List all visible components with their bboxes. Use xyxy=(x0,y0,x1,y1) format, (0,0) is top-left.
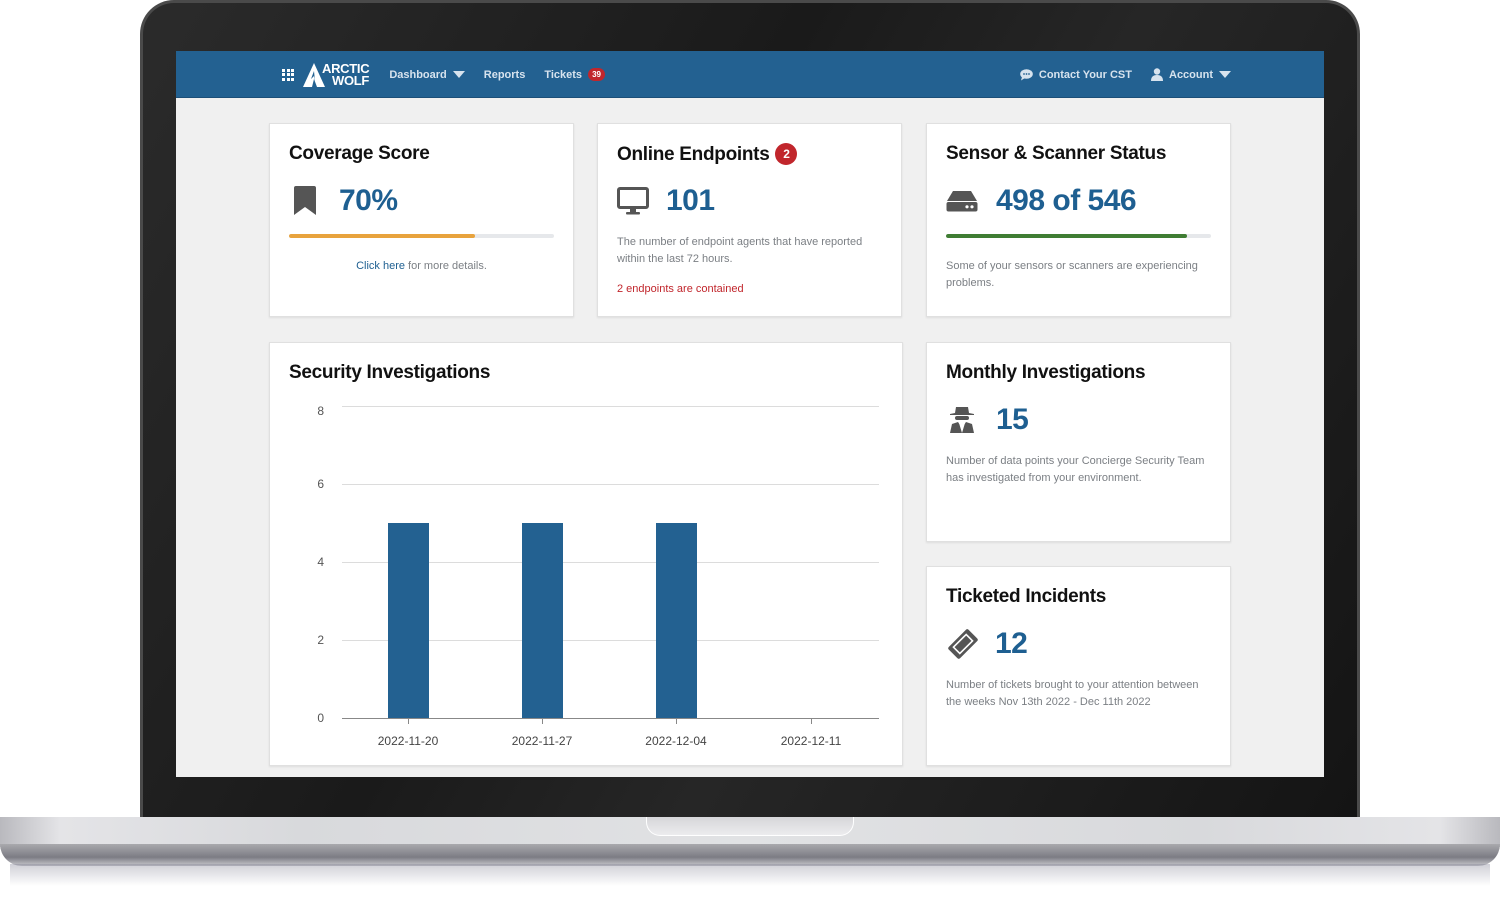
laptop-notch xyxy=(646,817,854,836)
chevron-down-icon xyxy=(1219,71,1231,78)
y-tick-6: 6 xyxy=(317,477,324,491)
sensors-value: 498 of 546 xyxy=(996,184,1137,217)
sensor-scanner-card: Sensor & Scanner Status 498 of 546 Some … xyxy=(926,123,1231,317)
x-axis xyxy=(342,718,879,719)
monitor-icon xyxy=(617,187,649,215)
endpoints-description: The number of endpoint agents that have … xyxy=(617,236,863,265)
monthly-description: Number of data points your Concierge Sec… xyxy=(946,455,1205,484)
coverage-score-card: Coverage Score 70% Click here for more d… xyxy=(269,123,574,317)
gridline xyxy=(342,562,879,563)
gridline xyxy=(342,406,879,407)
bar-2022-11-20[interactable] xyxy=(388,523,429,718)
endpoints-value: 101 xyxy=(666,184,715,217)
security-investigations-card: Security Investigations 8 6 4 2 0 2022-1… xyxy=(269,342,903,766)
gridline xyxy=(342,484,879,485)
chevron-down-icon xyxy=(452,71,465,78)
tickets-count-badge: 39 xyxy=(588,68,605,81)
click-here-link[interactable]: Click here xyxy=(356,260,405,272)
nav-dashboard[interactable]: Dashboard xyxy=(389,68,465,81)
y-tick-2: 2 xyxy=(317,633,324,647)
sensors-progress-fill xyxy=(946,234,1188,238)
ticketed-incidents-value: 12 xyxy=(995,627,1028,660)
top-navbar: ARCTIC WOLF Dashboard Reports Tickets 39 xyxy=(176,51,1324,98)
apps-grid-icon[interactable] xyxy=(282,68,294,81)
online-endpoints-card: Online Endpoints 2 101 The number of endp… xyxy=(597,123,902,317)
bar-2022-12-04[interactable] xyxy=(656,523,697,718)
card-title: Coverage Score xyxy=(289,143,430,164)
bar-2022-11-27[interactable] xyxy=(522,523,563,718)
screen: ARCTIC WOLF Dashboard Reports Tickets 39 xyxy=(176,51,1324,777)
logo-line1: ARCTIC xyxy=(322,60,370,76)
nav-reports[interactable]: Reports xyxy=(484,69,526,81)
server-icon xyxy=(946,191,978,212)
contained-endpoints-link[interactable]: 2 endpoints are contained xyxy=(617,283,744,295)
user-icon xyxy=(1151,68,1163,81)
laptop-base-bottom xyxy=(0,844,1500,866)
arctic-wolf-logo[interactable]: ARCTIC WOLF xyxy=(302,60,370,88)
y-tick-4: 4 xyxy=(317,555,324,569)
account-label: Account xyxy=(1169,68,1213,81)
monthly-investigations-value: 15 xyxy=(996,403,1029,436)
card-title: Ticketed Incidents xyxy=(946,586,1107,607)
x-label: 2022-12-11 xyxy=(780,734,842,748)
x-label: 2022-11-27 xyxy=(511,734,573,748)
laptop-shadow xyxy=(10,864,1490,886)
nav-tickets-label: Tickets xyxy=(544,68,583,81)
x-tick xyxy=(542,719,543,724)
y-tick-8: 8 xyxy=(317,404,324,418)
more-details-text: for more details. xyxy=(404,260,487,272)
x-tick xyxy=(676,719,677,724)
coverage-value: 70% xyxy=(339,184,398,217)
spy-icon xyxy=(950,407,974,433)
bookmark-icon xyxy=(294,186,316,215)
account-menu[interactable]: Account xyxy=(1151,68,1231,81)
card-title: Monthly Investigations xyxy=(946,362,1146,383)
x-tick xyxy=(811,719,812,724)
x-tick xyxy=(408,719,409,724)
chat-icon xyxy=(1020,68,1033,81)
contact-cst-link[interactable]: Contact Your CST xyxy=(1020,69,1132,81)
nav-reports-label: Reports xyxy=(483,68,526,81)
y-tick-0: 0 xyxy=(317,711,324,725)
logo-line2: WOLF xyxy=(332,72,370,88)
card-title: Online Endpoints xyxy=(617,144,770,165)
ticketed-incidents-card: Ticketed Incidents 12 Number of tickets … xyxy=(926,566,1231,766)
sensors-progress-bar xyxy=(946,234,1211,238)
coverage-progress-fill xyxy=(289,234,475,238)
ticket-icon xyxy=(948,629,978,659)
nav-dashboard-label: Dashboard xyxy=(389,68,447,81)
nav-tickets[interactable]: Tickets 39 xyxy=(544,68,605,81)
endpoints-alert-badge: 2 xyxy=(775,143,798,165)
monthly-investigations-card: Monthly Investigations 15 Number of data… xyxy=(926,342,1231,542)
contact-cst-label: Contact Your CST xyxy=(1038,68,1132,81)
gridline xyxy=(342,640,879,641)
wolf-mountain-icon xyxy=(303,62,325,87)
coverage-progress-bar xyxy=(289,234,554,238)
x-label: 2022-12-04 xyxy=(645,734,707,748)
sensors-description: Some of your sensors or scanners are exp… xyxy=(946,260,1198,289)
card-title: Security Investigations xyxy=(289,362,491,383)
tickets-description: Number of tickets brought to your attent… xyxy=(946,679,1199,708)
x-label: 2022-11-20 xyxy=(377,734,439,748)
card-title: Sensor & Scanner Status xyxy=(946,143,1167,164)
